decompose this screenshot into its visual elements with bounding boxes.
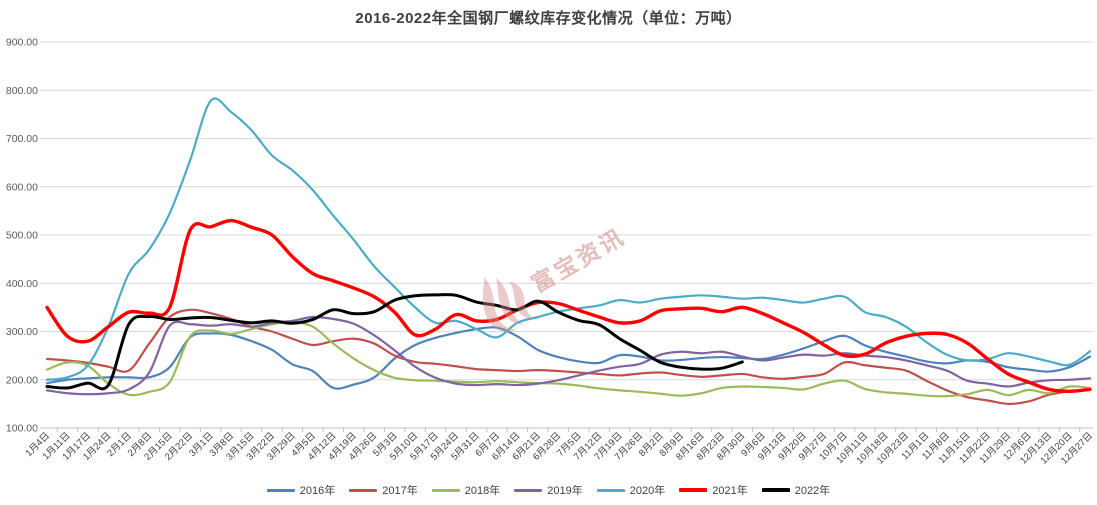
legend-swatch xyxy=(596,488,625,492)
y-axis-label: 400.00 xyxy=(6,278,38,290)
legend-item-2022年: 2022年 xyxy=(761,482,831,498)
y-axis-label: 200.00 xyxy=(6,374,38,386)
series-line-2018年 xyxy=(45,320,1092,398)
y-axis-label: 900.00 xyxy=(6,37,38,49)
legend-label: 2022年 xyxy=(794,485,831,497)
legend-swatch xyxy=(349,488,378,492)
y-axis-label: 700.00 xyxy=(6,133,38,145)
legend-label: 2019年 xyxy=(547,485,583,497)
legend-swatch xyxy=(266,488,295,492)
legend-label: 2021年 xyxy=(712,485,748,497)
legend-item-2017年: 2017年 xyxy=(349,482,418,498)
legend-label: 2017年 xyxy=(382,485,418,497)
legend-swatch xyxy=(761,488,790,492)
series-line-2016年 xyxy=(45,326,1092,390)
legend-label: 2018年 xyxy=(464,485,501,497)
series-line-2022年 xyxy=(45,293,744,391)
legend-item-2016年: 2016年 xyxy=(266,482,336,498)
series-line-2019年 xyxy=(45,315,1092,396)
legend-item-2021年: 2021年 xyxy=(679,482,748,498)
legend-swatch xyxy=(431,488,460,492)
y-axis-label: 800.00 xyxy=(6,85,38,97)
legend-item-2020年: 2020年 xyxy=(596,482,666,498)
legend-item-2018年: 2018年 xyxy=(431,482,501,498)
y-axis-label: 100.00 xyxy=(6,423,38,435)
y-axis-label: 600.00 xyxy=(6,181,38,193)
legend-item-2019年: 2019年 xyxy=(514,482,583,498)
legend-swatch xyxy=(679,488,708,492)
legend-label: 2020年 xyxy=(629,485,666,497)
chart-legend: 2016年 2017年 2018年 2019年 2020年 2021年 2022年 xyxy=(0,482,1097,498)
legend-swatch xyxy=(514,488,543,492)
y-axis-label: 300.00 xyxy=(6,326,38,338)
y-axis-label: 500.00 xyxy=(6,230,38,242)
series-line-2021年 xyxy=(45,218,1092,394)
series-line-2017年 xyxy=(45,308,1092,405)
chart-title: 2016-2022年全国钢厂螺纹库存变化情况（单位：万吨） xyxy=(355,10,742,27)
series-line-2020年 xyxy=(45,97,1092,381)
legend-label: 2016年 xyxy=(299,485,336,497)
